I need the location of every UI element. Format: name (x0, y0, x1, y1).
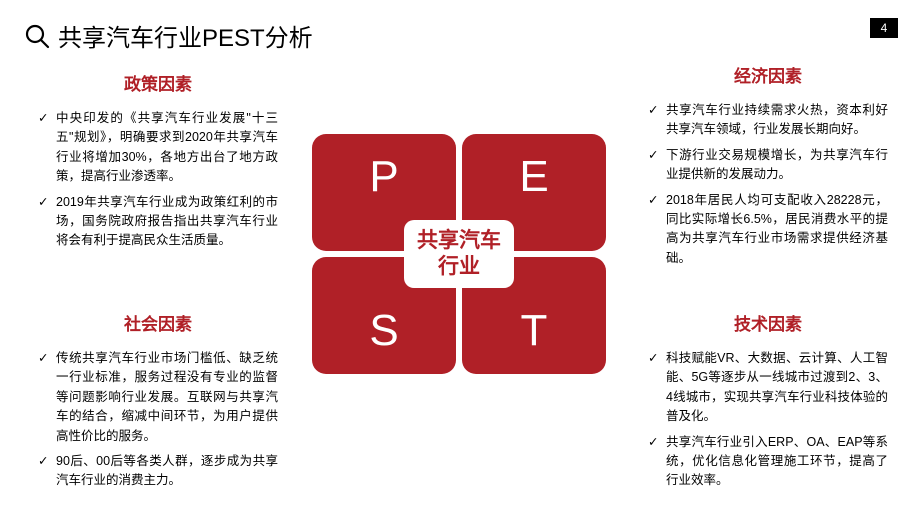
pest-diagram: P E S T 共享汽车 行业 (312, 134, 606, 374)
social-bullets: 传统共享汽车行业市场门槛低、缺乏统一行业标准，服务过程没有专业的监督等问题影响行… (38, 349, 278, 491)
political-title: 政策因素 (38, 70, 278, 95)
list-item: 中央印发的《共享汽车行业发展"十三五"规划》，明确要求到2020年共享汽车行业将… (38, 109, 278, 187)
list-item: 2018年居民人均可支配收入28228元，同比实际增长6.5%，居民消费水平的提… (648, 191, 888, 269)
list-item: 2019年共享汽车行业成为政策红利的市场，国务院政府报告指出共享汽车行业将会有利… (38, 193, 278, 251)
list-item: 科技赋能VR、大数据、云计算、人工智能、5G等逐步从一线城市过渡到2、3、4线城… (648, 349, 888, 427)
political-bullets: 中央印发的《共享汽车行业发展"十三五"规划》，明确要求到2020年共享汽车行业将… (38, 109, 278, 251)
center-line1: 共享汽车 (417, 228, 501, 254)
economic-section: 经济因素 共享汽车行业持续需求火热，资本利好共享汽车领域，行业发展长期向好。 下… (648, 62, 888, 274)
center-line2: 行业 (438, 254, 480, 280)
social-section: 社会因素 传统共享汽车行业市场门槛低、缺乏统一行业标准，服务过程没有专业的监督等… (38, 310, 278, 497)
slide-title: 共享汽车行业PEST分析 (58, 18, 313, 53)
social-title: 社会因素 (38, 310, 278, 335)
page-number-badge: 4 (870, 18, 898, 38)
slide-header: 共享汽车行业PEST分析 (24, 18, 313, 53)
list-item: 共享汽车行业持续需求火热，资本利好共享汽车领域，行业发展长期向好。 (648, 101, 888, 140)
economic-bullets: 共享汽车行业持续需求火热，资本利好共享汽车领域，行业发展长期向好。 下游行业交易… (648, 101, 888, 268)
pest-center-label: 共享汽车 行业 (404, 220, 514, 288)
list-item: 90后、00后等各类人群，逐步成为共享汽车行业的消费主力。 (38, 452, 278, 491)
list-item: 传统共享汽车行业市场门槛低、缺乏统一行业标准，服务过程没有专业的监督等问题影响行… (38, 349, 278, 446)
technology-section: 技术因素 科技赋能VR、大数据、云计算、人工智能、5G等逐步从一线城市过渡到2、… (648, 310, 888, 497)
technology-bullets: 科技赋能VR、大数据、云计算、人工智能、5G等逐步从一线城市过渡到2、3、4线城… (648, 349, 888, 491)
magnifier-icon (24, 23, 50, 49)
list-item: 共享汽车行业引入ERP、OA、EAP等系统，优化信息化管理施工环节，提高了行业效… (648, 433, 888, 491)
list-item: 下游行业交易规模增长，为共享汽车行业提供新的发展动力。 (648, 146, 888, 185)
political-section: 政策因素 中央印发的《共享汽车行业发展"十三五"规划》，明确要求到2020年共享… (38, 70, 278, 257)
economic-title: 经济因素 (648, 62, 888, 87)
technology-title: 技术因素 (648, 310, 888, 335)
